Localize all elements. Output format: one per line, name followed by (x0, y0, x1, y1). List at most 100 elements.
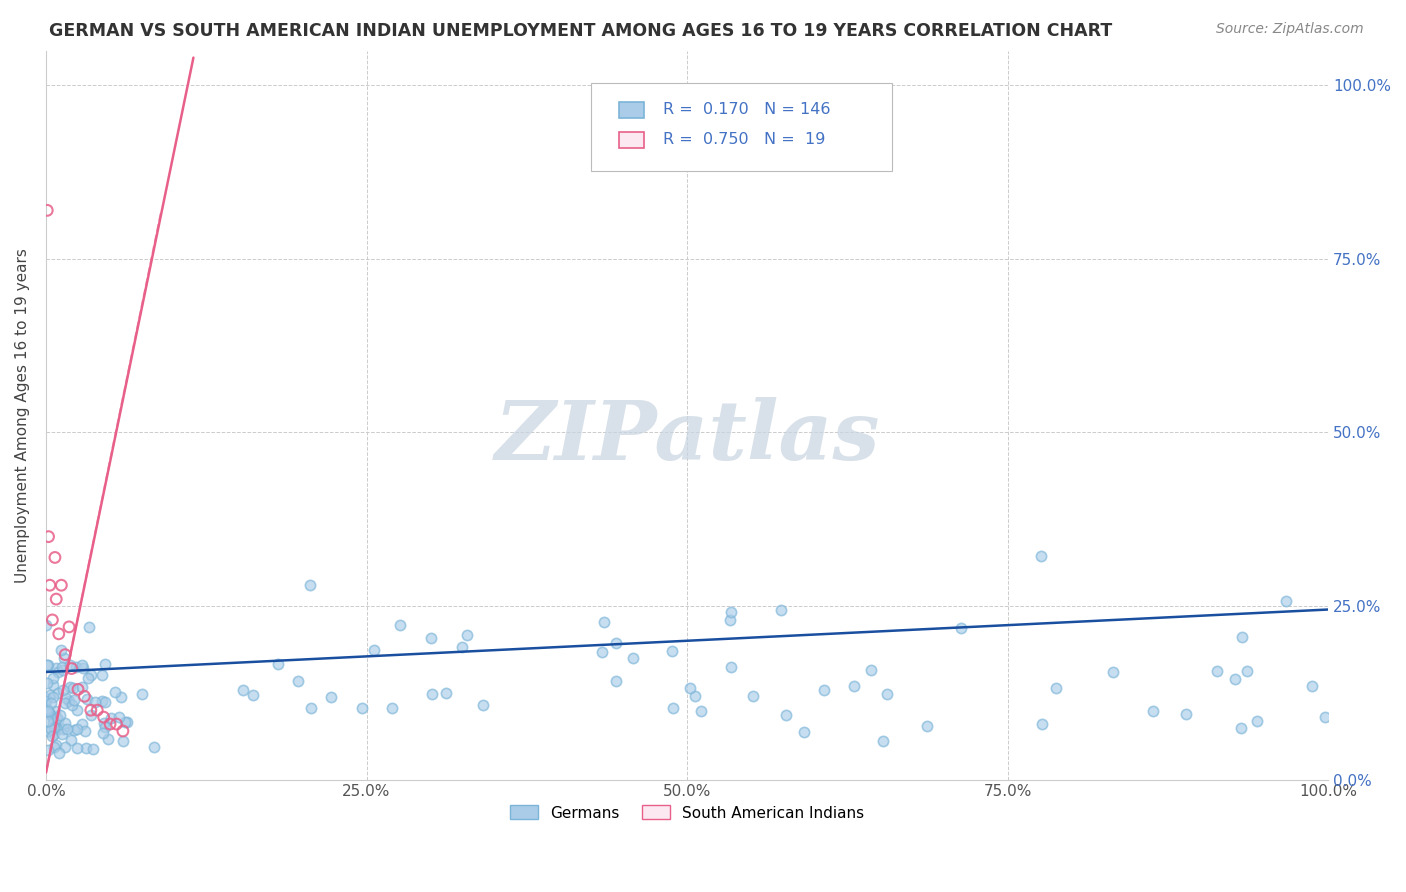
Point (63, 723, 86, 737)
Point (45, 592, 67, 607)
Point (53, 651, 76, 665)
Point (46, 713, 69, 727)
Point (1045, 681, 1067, 696)
Point (66, 682, 89, 697)
Point (775, 708, 797, 723)
Point (683, 689, 706, 703)
Point (59, 733, 82, 747)
Point (741, 689, 763, 703)
Point (793, 725, 815, 739)
Point (37, 742, 59, 756)
Point (456, 628, 478, 642)
Point (605, 636, 627, 650)
Point (66, 722, 89, 736)
Point (45, 722, 67, 736)
Point (770, 603, 793, 617)
Point (1236, 664, 1258, 678)
Point (950, 621, 973, 635)
Point (1206, 664, 1229, 678)
Point (389, 618, 412, 632)
Point (381, 701, 404, 715)
Point (842, 679, 865, 693)
Point (350, 701, 373, 715)
Point (93, 715, 115, 730)
Point (58, 620, 80, 634)
Point (39, 696, 62, 710)
Point (605, 673, 627, 688)
Point (104, 685, 127, 699)
Point (53, 739, 76, 754)
Point (115, 714, 138, 729)
Point (37, 714, 59, 729)
Point (1246, 714, 1268, 728)
Point (872, 733, 894, 747)
Point (77, 672, 100, 686)
Point (38, 578, 60, 592)
Point (114, 715, 136, 730)
Point (689, 704, 711, 718)
Point (84, 695, 107, 709)
FancyBboxPatch shape (591, 84, 893, 171)
Point (80, 703, 103, 717)
Text: GERMAN VS SOUTH AMERICAN INDIAN UNEMPLOYMENT AMONG AGES 16 TO 19 YEARS CORRELATI: GERMAN VS SOUTH AMERICAN INDIAN UNEMPLOY… (49, 22, 1112, 40)
Point (41, 678, 63, 692)
Point (97, 732, 120, 747)
Point (1301, 679, 1323, 693)
Point (42, 716, 65, 731)
Point (60, 698, 83, 712)
Point (662, 700, 685, 714)
Point (860, 663, 883, 677)
Y-axis label: Unemployment Among Ages 16 to 19 years: Unemployment Among Ages 16 to 19 years (15, 248, 30, 582)
Point (267, 657, 290, 672)
Point (242, 689, 264, 703)
Point (58, 693, 80, 707)
Point (70, 717, 93, 731)
Point (110, 690, 132, 704)
Point (1313, 709, 1336, 723)
Point (111, 724, 134, 739)
Point (46, 665, 69, 680)
Point (591, 645, 613, 659)
Point (287, 674, 309, 689)
Point (42, 671, 65, 685)
Point (51, 722, 73, 736)
Text: R =  0.170   N = 146: R = 0.170 N = 146 (662, 103, 830, 117)
Point (39, 722, 62, 736)
Point (1175, 706, 1198, 721)
Point (72, 661, 94, 675)
Point (108, 710, 131, 724)
Point (35, 676, 58, 690)
Point (91, 694, 114, 708)
Point (419, 631, 441, 645)
Point (44, 550, 66, 565)
FancyBboxPatch shape (619, 102, 644, 118)
Point (86, 703, 108, 717)
Point (679, 681, 702, 695)
FancyBboxPatch shape (619, 132, 644, 148)
Point (59, 680, 82, 694)
Point (52, 663, 75, 677)
Text: Source: ZipAtlas.com: Source: ZipAtlas.com (1216, 22, 1364, 37)
Point (1142, 704, 1164, 718)
Point (44, 719, 66, 733)
Point (72, 680, 94, 694)
Point (321, 690, 343, 704)
Point (44, 704, 66, 718)
Point (232, 683, 254, 698)
Point (75, 724, 97, 739)
Point (59, 658, 82, 673)
Text: ZIPatlas: ZIPatlas (495, 397, 880, 477)
Point (100, 710, 122, 724)
Point (1229, 721, 1251, 735)
Point (51, 727, 73, 741)
Point (1225, 673, 1247, 687)
Point (299, 701, 322, 715)
Point (55, 722, 77, 736)
Point (53, 715, 76, 730)
Point (38, 706, 60, 720)
Point (37, 203, 59, 218)
Point (131, 687, 153, 701)
Point (52, 682, 75, 697)
Point (49, 642, 72, 657)
Point (1230, 630, 1253, 644)
